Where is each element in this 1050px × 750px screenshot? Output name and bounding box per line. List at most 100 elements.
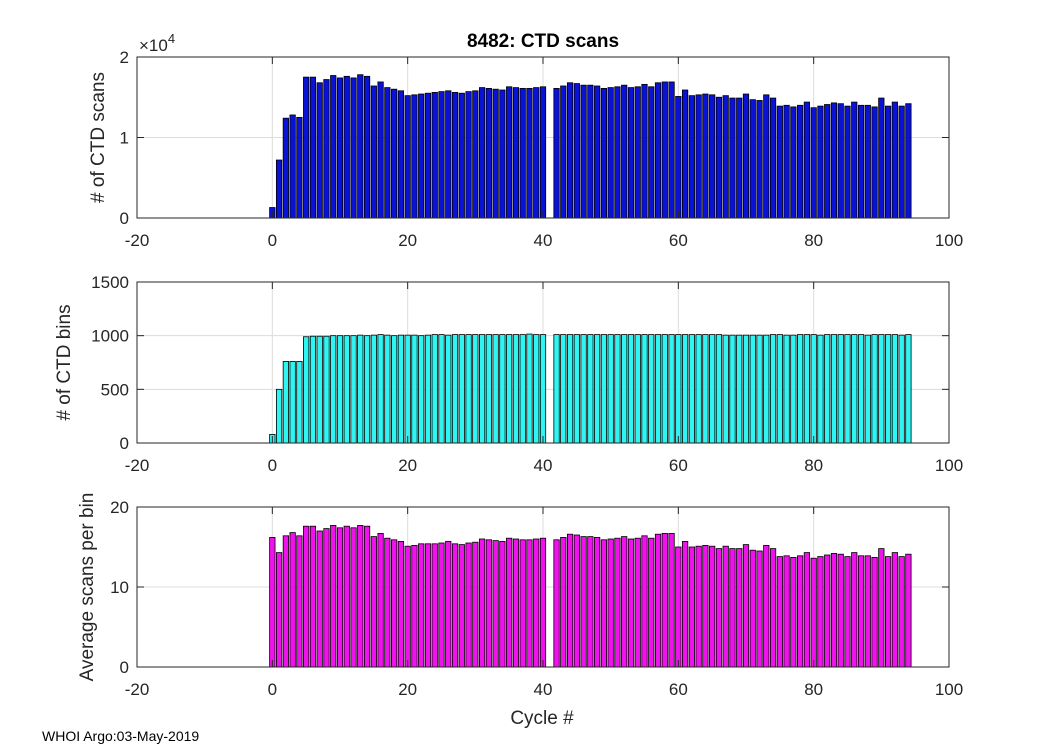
bar bbox=[336, 527, 344, 668]
bar bbox=[296, 361, 303, 444]
bar bbox=[715, 96, 723, 219]
x-tick-label: -20 bbox=[125, 456, 150, 475]
panel-1: -20 0 20 40 60 80 100 0 1 2 ×104 # of CTD scans bbox=[88, 31, 963, 250]
bar bbox=[851, 552, 858, 668]
bar bbox=[350, 335, 357, 444]
bar bbox=[526, 333, 533, 444]
bar bbox=[688, 334, 695, 444]
y-tick-label: 0 bbox=[120, 434, 129, 453]
bar bbox=[580, 334, 587, 444]
bar bbox=[316, 335, 323, 444]
bar bbox=[600, 539, 608, 668]
bar bbox=[573, 534, 580, 668]
x-tick-label: 60 bbox=[669, 231, 688, 250]
bar bbox=[648, 537, 655, 668]
bar bbox=[506, 86, 513, 219]
bar bbox=[864, 104, 871, 219]
bar bbox=[641, 83, 648, 219]
bar bbox=[702, 545, 709, 668]
bar bbox=[709, 94, 716, 219]
bar bbox=[357, 334, 364, 444]
bar bbox=[763, 334, 770, 444]
bar bbox=[458, 92, 465, 219]
bar bbox=[275, 552, 283, 668]
bar bbox=[905, 334, 912, 444]
bar bbox=[884, 556, 892, 668]
bar bbox=[817, 556, 824, 668]
bar bbox=[424, 92, 432, 219]
bar bbox=[742, 334, 750, 444]
bar bbox=[282, 117, 289, 219]
bar bbox=[478, 538, 486, 668]
bar bbox=[783, 104, 790, 219]
bar bbox=[451, 334, 459, 444]
bar bbox=[350, 77, 357, 219]
bar bbox=[783, 334, 790, 444]
bar bbox=[363, 75, 371, 219]
bar bbox=[627, 334, 635, 444]
x-tick-label: 100 bbox=[935, 231, 963, 250]
bar bbox=[594, 85, 601, 219]
bar bbox=[607, 334, 614, 444]
bar bbox=[898, 105, 905, 219]
x-tick-label: 20 bbox=[398, 680, 417, 699]
bar bbox=[418, 93, 425, 219]
bar bbox=[384, 334, 391, 444]
bar bbox=[431, 92, 438, 219]
bar bbox=[336, 77, 344, 219]
bar bbox=[729, 97, 736, 219]
bar bbox=[898, 334, 905, 444]
bar bbox=[810, 107, 817, 219]
y-tick-label: 1 bbox=[120, 129, 129, 148]
bar bbox=[830, 102, 838, 219]
bar bbox=[864, 555, 871, 668]
bar bbox=[857, 104, 865, 219]
bar bbox=[857, 334, 865, 444]
bar bbox=[769, 334, 777, 444]
bar bbox=[695, 334, 702, 444]
bar bbox=[621, 84, 628, 219]
bar bbox=[776, 105, 783, 219]
bar bbox=[891, 334, 898, 444]
bar bbox=[790, 557, 797, 668]
bar bbox=[627, 87, 635, 219]
bar bbox=[769, 548, 777, 668]
bar bbox=[681, 89, 689, 219]
bar bbox=[871, 334, 878, 444]
bar bbox=[438, 542, 445, 668]
bar bbox=[715, 548, 723, 668]
bar bbox=[695, 94, 702, 219]
bar bbox=[438, 334, 445, 444]
y-tick-label: 1500 bbox=[91, 273, 129, 292]
bar bbox=[275, 388, 283, 444]
bar bbox=[681, 541, 689, 668]
bar bbox=[526, 87, 533, 219]
bar bbox=[607, 87, 614, 219]
bar bbox=[878, 548, 885, 668]
bar bbox=[472, 90, 479, 219]
bar bbox=[648, 86, 655, 219]
bar bbox=[722, 95, 729, 219]
bar bbox=[668, 334, 675, 444]
bar bbox=[587, 334, 594, 444]
bar bbox=[722, 334, 729, 444]
x-tick-label: 80 bbox=[804, 456, 823, 475]
bar bbox=[756, 334, 763, 444]
bar bbox=[654, 533, 662, 668]
bar bbox=[857, 555, 865, 668]
bar bbox=[905, 553, 912, 668]
bar bbox=[749, 549, 756, 668]
bar bbox=[418, 335, 425, 444]
bar bbox=[600, 87, 608, 219]
bar bbox=[594, 537, 601, 668]
bar bbox=[539, 86, 547, 219]
bar bbox=[391, 88, 398, 219]
bar bbox=[614, 86, 621, 219]
bar bbox=[309, 335, 317, 444]
bar bbox=[600, 334, 608, 444]
bar bbox=[627, 538, 635, 668]
bar bbox=[323, 335, 330, 444]
bar bbox=[370, 536, 377, 668]
x-axis-label: Cycle # bbox=[510, 708, 574, 729]
bar bbox=[269, 537, 276, 668]
